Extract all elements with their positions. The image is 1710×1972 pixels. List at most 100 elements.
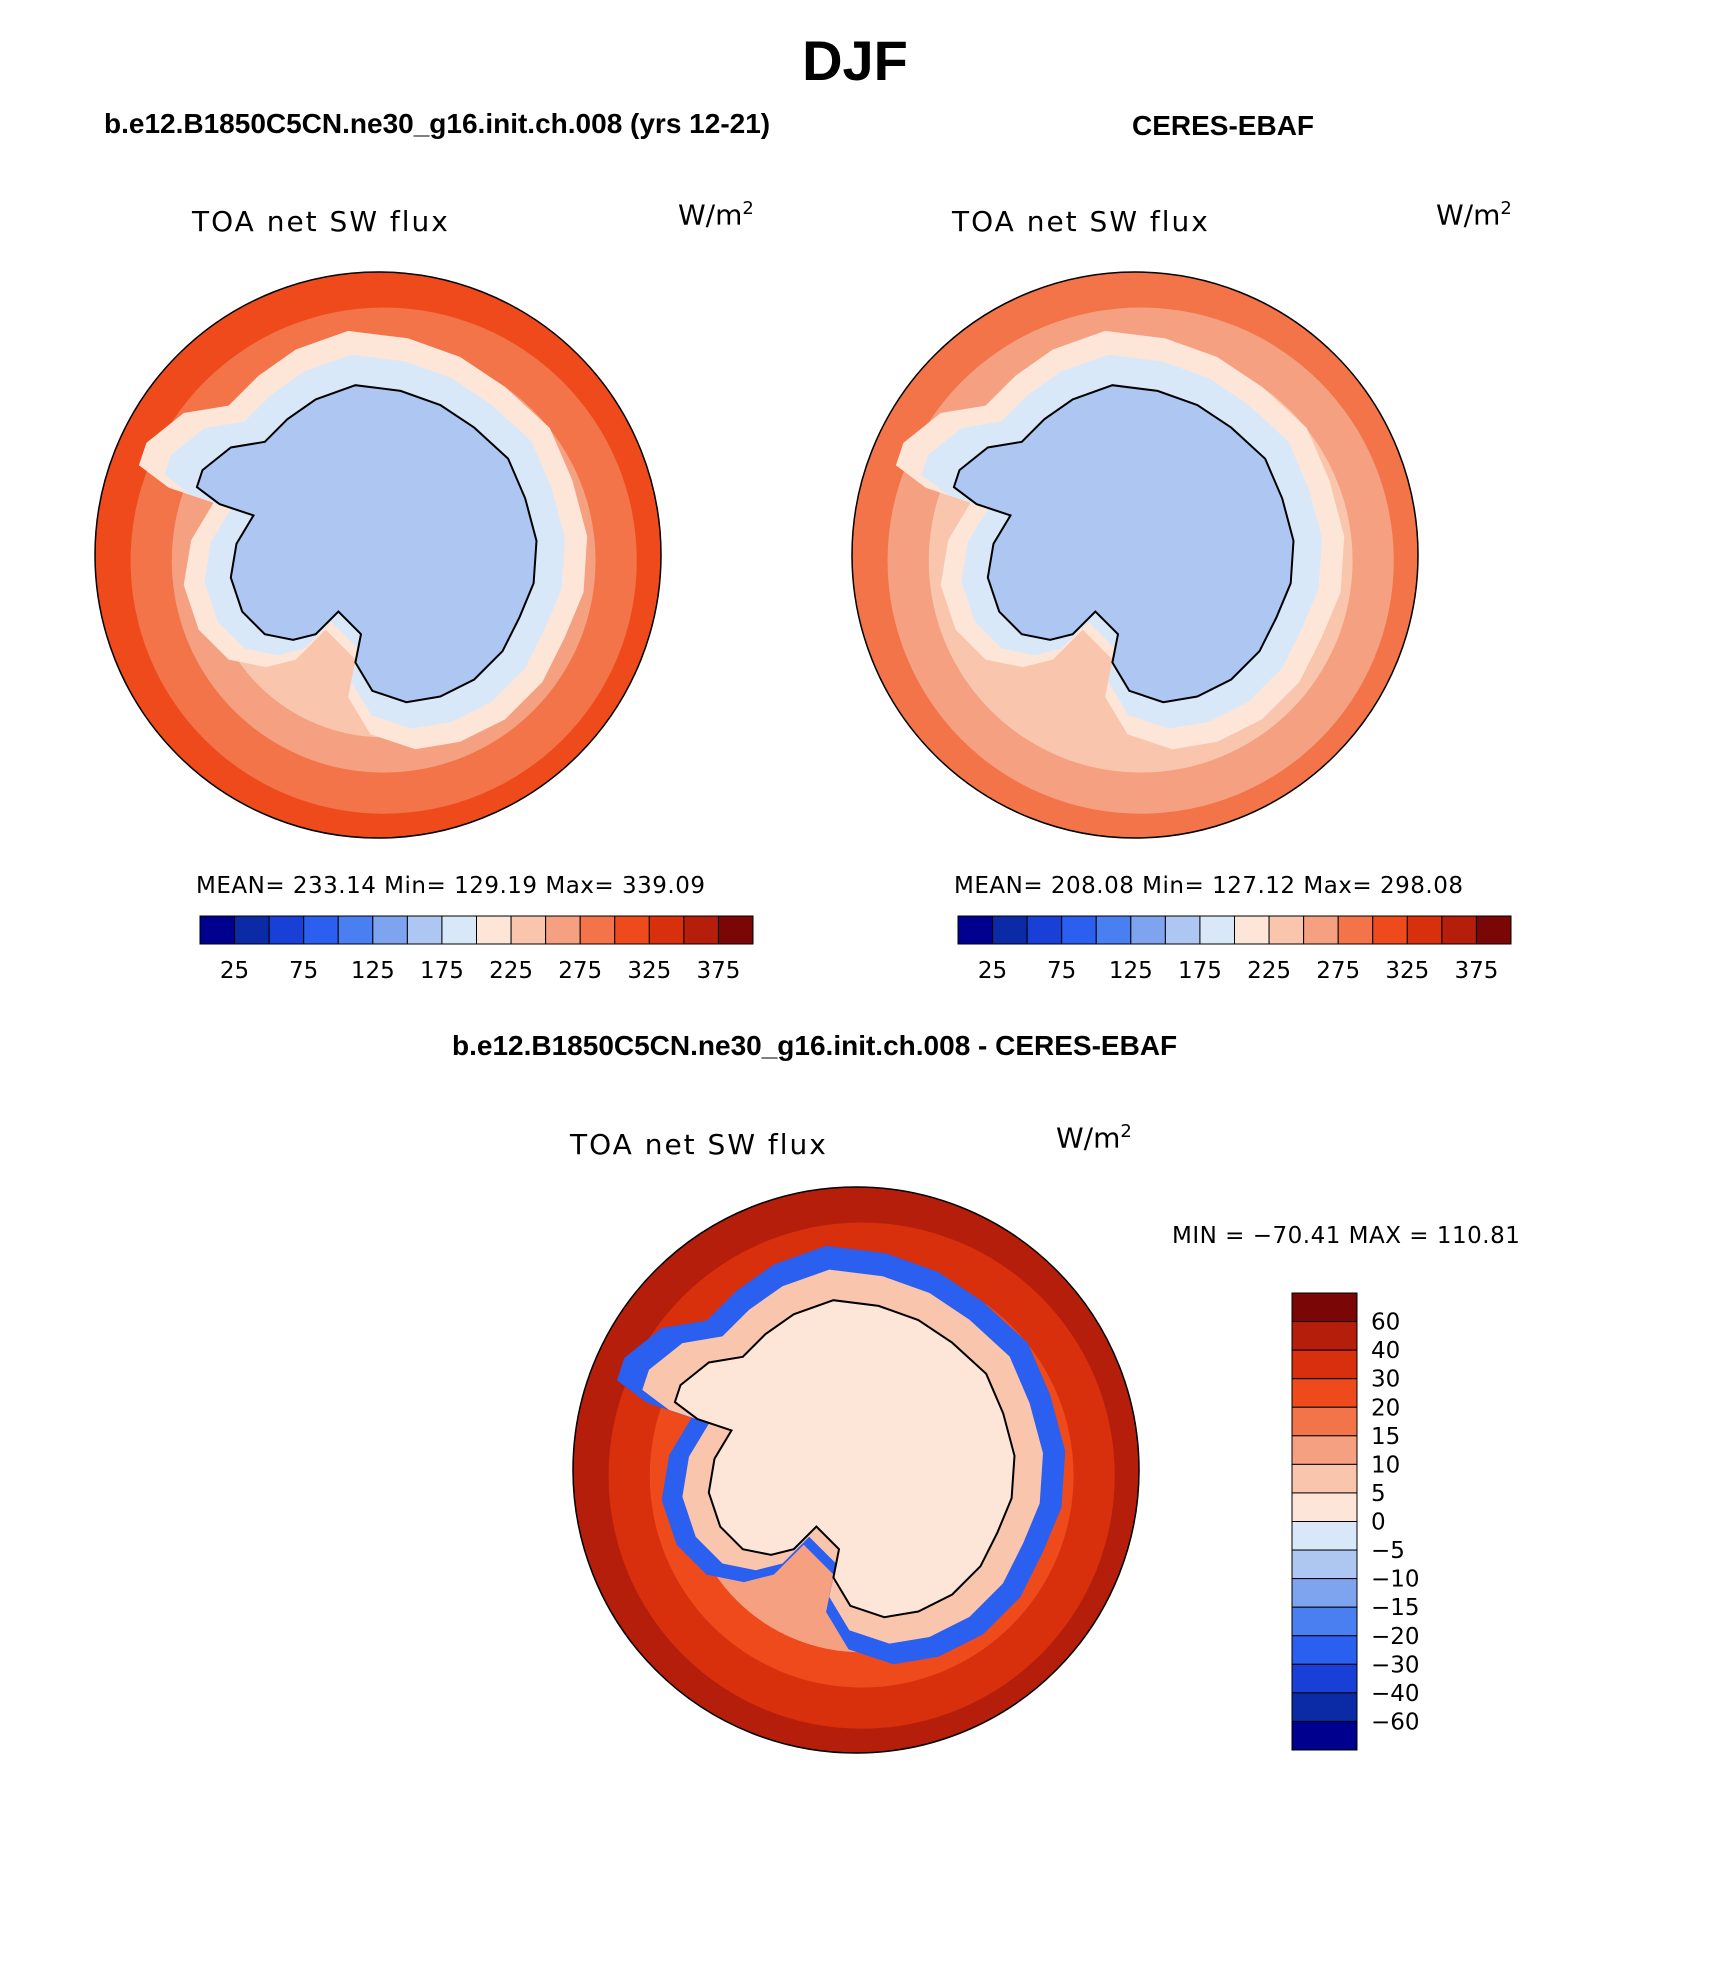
diff-panel-stats: MIN = −70.41 MAX = 110.81 <box>1172 1223 1521 1249</box>
colorbar-box <box>1164 915 1201 945</box>
map-2 <box>852 272 1418 838</box>
colorbar-tick-label: −20 <box>1371 1624 1420 1650</box>
colorbar-tick-label: 325 <box>627 958 671 984</box>
colorbar-tick-label: 325 <box>1385 958 1429 984</box>
colorbar-box <box>1291 1406 1358 1437</box>
colorbar-tick-label: 60 <box>1371 1310 1400 1336</box>
colorbar-tick-label: 375 <box>696 958 740 984</box>
colorbar-box <box>1095 915 1132 945</box>
colorbar-box <box>1291 1521 1358 1551</box>
colorbar-box <box>1291 1321 1358 1351</box>
panel-1-title: b.e12.B1850C5CN.ne30_g16.init.ch.008 (yr… <box>104 108 771 139</box>
colorbar-tick-label: 25 <box>978 958 1007 984</box>
colorbar-tick-label: −10 <box>1371 1567 1420 1593</box>
colorbar-box <box>992 915 1028 945</box>
colorbar-tick-label: 0 <box>1371 1510 1386 1536</box>
colorbar-1: 25 75 125 175 225 275 325 375 <box>199 915 754 984</box>
coastline <box>673 1299 1016 1619</box>
colorbar-box <box>1291 1435 1358 1465</box>
colorbar-box <box>1291 1292 1358 1323</box>
colorbar-tick-label: 75 <box>289 958 318 984</box>
colorbar-box <box>268 915 305 945</box>
panel-2-stats: MEAN= 208.08 Min= 127.12 Max= 298.08 <box>954 873 1464 899</box>
colorbar-tick-label: 25 <box>220 958 249 984</box>
colorbar-box <box>1291 1349 1358 1380</box>
colorbar-box <box>1026 915 1063 945</box>
figure-title: DJF <box>802 29 908 92</box>
colorbar-box <box>234 915 270 945</box>
colorbar-tick-label: −40 <box>1371 1681 1420 1707</box>
colorbar-tick-label: 275 <box>558 958 602 984</box>
colorbar-tick-label: 225 <box>1247 958 1291 984</box>
band-antarctic-interior <box>953 385 1294 703</box>
colorbar-box <box>1291 1549 1358 1580</box>
colorbar-box <box>1441 915 1477 945</box>
colorbar-box <box>1291 1635 1358 1665</box>
colorbar-box <box>441 915 477 945</box>
colorbar-box <box>1291 1578 1358 1608</box>
panel-2-variable: TOA net SW flux <box>952 205 1210 238</box>
colorbar-box <box>545 915 581 945</box>
colorbar-box <box>1406 915 1443 945</box>
colorbar-box <box>303 915 339 945</box>
colorbar-box <box>648 915 685 945</box>
colorbar-box <box>1130 915 1166 945</box>
colorbar-box <box>1234 915 1270 945</box>
colorbar-tick-label: 15 <box>1371 1424 1400 1450</box>
colorbar-box <box>614 915 650 945</box>
colorbar-box <box>1303 915 1339 945</box>
colorbar-box <box>372 915 408 945</box>
colorbar-tick-label: 275 <box>1316 958 1360 984</box>
colorbar-box <box>1475 915 1512 945</box>
colorbar-tick-label: 5 <box>1371 1481 1386 1507</box>
colorbar-box <box>1291 1492 1358 1522</box>
colorbar-box <box>717 915 754 945</box>
colorbar-tick-label: −5 <box>1371 1538 1405 1564</box>
colorbar-tick-label: 20 <box>1371 1395 1400 1421</box>
panel-1-stats: MEAN= 233.14 Min= 129.19 Max= 339.09 <box>196 873 706 899</box>
colorbar-box <box>1291 1378 1358 1408</box>
diff-panel-variable: TOA net SW flux <box>570 1128 828 1161</box>
panel-2-units: W/m2 <box>1436 198 1512 232</box>
colorbar-box <box>1337 915 1374 945</box>
band-antarctic-interior <box>674 1300 1015 1618</box>
colorbar-tick-label: 175 <box>1178 958 1222 984</box>
panel-1-units: W/m2 <box>678 198 754 232</box>
panel-2-title: CERES-EBAF <box>1132 110 1315 141</box>
colorbar-box <box>1291 1606 1358 1637</box>
colorbar-tick-label: −30 <box>1371 1652 1420 1678</box>
colorbar-box <box>1291 1692 1358 1722</box>
colorbar-box <box>476 915 512 945</box>
colorbar-box <box>1291 1663 1358 1694</box>
map-border <box>572 1186 1140 1754</box>
colorbar-2: 25 75 125 175 225 275 325 375 <box>957 915 1512 984</box>
colorbar-box <box>406 915 443 945</box>
colorbar-box <box>1372 915 1408 945</box>
diff-panel-units: W/m2 <box>1056 1121 1132 1155</box>
colorbar-tick-label: 10 <box>1371 1452 1400 1478</box>
colorbar-tick-label: −15 <box>1371 1595 1420 1621</box>
map-border <box>94 271 662 839</box>
map-border <box>851 271 1419 839</box>
colorbar-tick-label: −60 <box>1371 1709 1420 1735</box>
colorbar-box <box>579 915 616 945</box>
colorbar-tick-label: 75 <box>1047 958 1076 984</box>
colorbar-tick-label: 175 <box>420 958 464 984</box>
diff-panel-title: b.e12.B1850C5CN.ne30_g16.init.ch.008 - C… <box>452 1030 1178 1061</box>
colorbar-box <box>1291 1463 1358 1494</box>
coastline <box>195 384 538 704</box>
colorbar-tick-label: 30 <box>1371 1367 1400 1393</box>
band-antarctic-interior <box>196 385 537 703</box>
colorbar-box <box>1291 1720 1358 1751</box>
coastline <box>952 384 1295 704</box>
map-3 <box>573 1187 1139 1753</box>
map-1 <box>95 272 661 838</box>
colorbar-box <box>1268 915 1305 945</box>
colorbar-tick-label: 125 <box>1109 958 1153 984</box>
colorbar-box <box>337 915 374 945</box>
colorbar-box <box>1061 915 1097 945</box>
colorbar-box <box>1199 915 1235 945</box>
colorbar-box <box>683 915 719 945</box>
